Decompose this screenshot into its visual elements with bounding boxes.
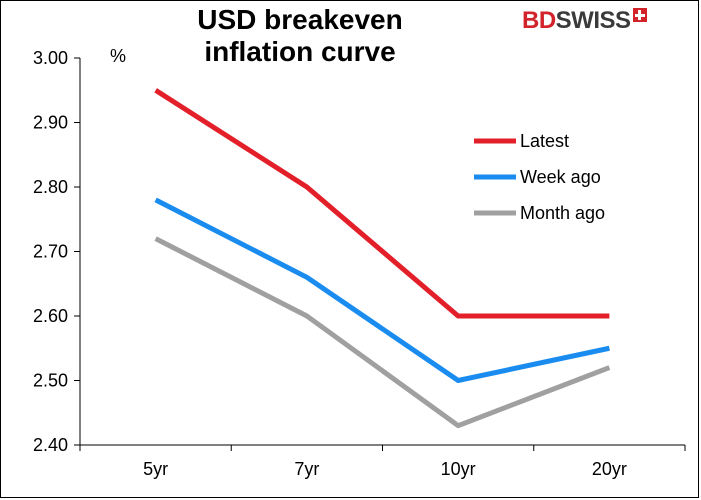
y-tick-label: 2.40 <box>33 435 68 455</box>
y-tick-label: 2.60 <box>33 306 68 326</box>
x-axis-ticks: 5yr 7yr 10yr 20yr <box>79 445 686 479</box>
y-tick-label: 2.70 <box>33 242 68 262</box>
x-tick-label: 7yr <box>294 459 319 479</box>
y-tick-label: 2.80 <box>33 177 68 197</box>
x-tick-label: 10yr <box>441 459 476 479</box>
logo-text-swiss: SWISS <box>555 7 631 34</box>
y-tick-label: 2.90 <box>33 113 68 133</box>
chart-title: USD breakeven inflation curve <box>197 4 403 67</box>
y-tick-label: 2.50 <box>33 371 68 391</box>
x-tick-label: 5yr <box>143 459 168 479</box>
y-tick-label: 3.00 <box>33 48 68 68</box>
y-axis-label: % <box>110 46 126 66</box>
legend: Latest Week ago Month ago <box>474 131 605 223</box>
legend-label-week-ago: Week ago <box>520 167 601 187</box>
series-line-latest <box>154 88 610 319</box>
legend-label-latest: Latest <box>520 131 569 151</box>
swiss-cross-icon <box>632 8 647 22</box>
series-line-week-ago <box>154 197 610 383</box>
brand-logo: BDSWISS <box>522 7 647 35</box>
series-lines <box>154 88 611 429</box>
logo-text-bd: BD <box>522 7 556 34</box>
series-line-month-ago <box>154 236 611 429</box>
x-tick-label: 20yr <box>592 459 627 479</box>
y-axis-ticks: 2.40 2.50 2.60 2.70 2.80 2.90 3.00 <box>33 48 80 455</box>
legend-label-month-ago: Month ago <box>520 203 605 223</box>
logo-wordmark: BDSWISS <box>522 7 631 35</box>
